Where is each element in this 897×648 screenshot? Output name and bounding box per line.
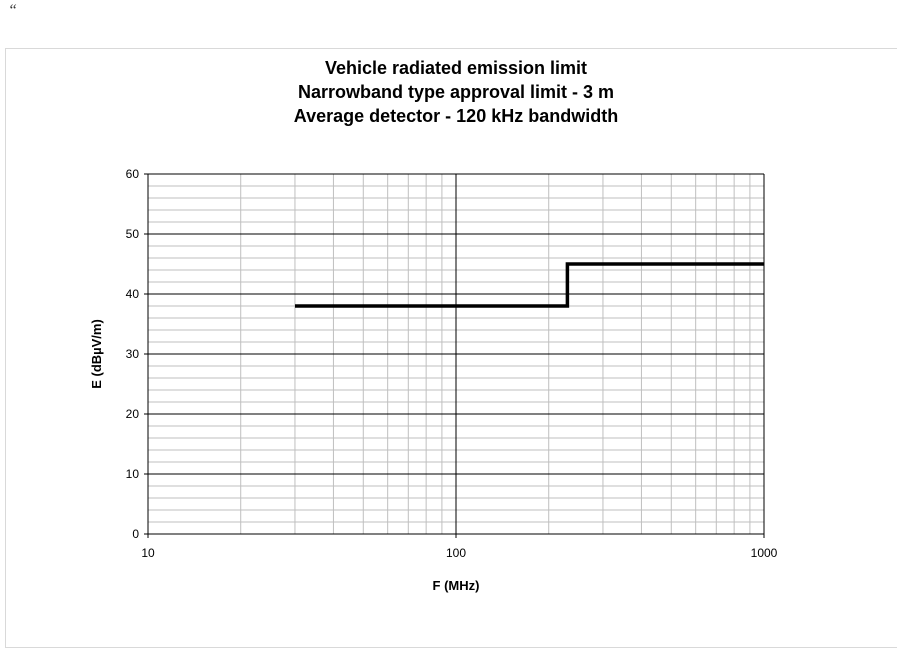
x-tick-label: 1000: [751, 546, 778, 560]
stray-quote-mark: “: [8, 2, 17, 19]
chart-title-line-3: Average detector - 120 kHz bandwidth: [293, 106, 619, 126]
y-axis-label: E (dBµV/m): [89, 319, 104, 389]
y-tick-label: 20: [126, 407, 140, 421]
x-axis-label: F (MHz): [433, 578, 480, 593]
x-tick-label: 10: [141, 546, 155, 560]
x-tick-label: 100: [446, 546, 466, 560]
series-layer: [295, 262, 764, 308]
chart-title: Vehicle radiated emission limit Narrowba…: [0, 56, 897, 128]
y-tick-label: 30: [126, 347, 140, 361]
y-tick-label: 0: [132, 527, 139, 541]
y-tick-label: 50: [126, 227, 140, 241]
major-gridlines: [144, 173, 765, 538]
chart-title-line-2: Narrowband type approval limit - 3 m: [297, 82, 615, 102]
y-tick-label: 10: [126, 467, 140, 481]
limit-line: [295, 262, 764, 308]
y-tick-label: 40: [126, 287, 140, 301]
y-tick-label: 60: [126, 167, 140, 181]
chart-title-line-1: Vehicle radiated emission limit: [324, 58, 588, 78]
